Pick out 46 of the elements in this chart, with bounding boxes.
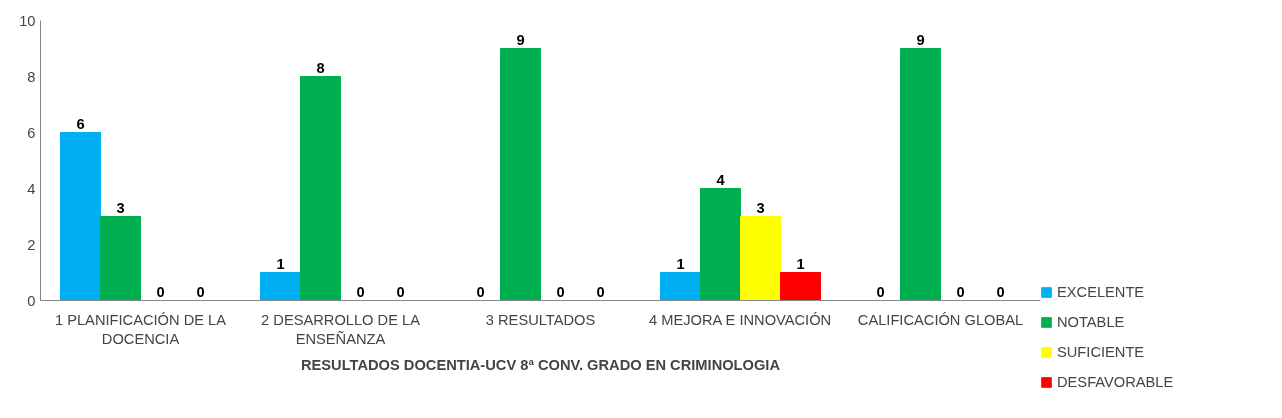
data-label: 0	[596, 283, 605, 300]
data-label: 8	[316, 59, 325, 76]
bar	[700, 188, 741, 301]
data-label: 0	[156, 283, 165, 300]
bar	[500, 48, 541, 301]
text: RESULTADOS DOCENTIA-UCV 8ª CONV. GRADO EN CRIMINOLOGIA	[300, 356, 781, 373]
x-tick-label: 3 RESULTADOS	[485, 311, 596, 328]
bar	[60, 132, 101, 301]
y-tick-label: 4	[27, 180, 36, 197]
data-label: 6	[76, 115, 85, 132]
data-label: 0	[476, 283, 485, 300]
x-tick-label: 4 MEJORA E INNOVACIÓN	[649, 311, 832, 328]
x-tick-label: 1 PLANIFICACIÓN DE LA DOCENCIA	[54, 311, 227, 347]
data-label: 3	[756, 199, 765, 216]
bar	[740, 216, 781, 301]
legend-label: EXCELENTE	[1057, 284, 1145, 300]
data-label: 1	[796, 255, 805, 272]
y-tick-label: 10	[19, 12, 36, 29]
y-tick-label: 0	[27, 292, 36, 309]
legend-label: SUFICIENTE	[1057, 344, 1145, 360]
data-label: 9	[516, 31, 525, 48]
legend-label: DESFAVORABLE	[1057, 374, 1174, 390]
bar	[900, 48, 941, 301]
legend-label: NOTABLE	[1057, 314, 1125, 330]
data-label: 0	[956, 283, 965, 300]
y-tick-label: 2	[27, 236, 36, 253]
y-tick-label: 6	[27, 124, 36, 141]
data-label: 0	[996, 283, 1005, 300]
bar	[300, 76, 341, 301]
data-label: 0	[396, 283, 405, 300]
y-tick-label: 8	[27, 68, 36, 85]
bar	[780, 272, 821, 301]
data-label: 9	[916, 31, 925, 48]
x-tick-label: 2 DESARROLLO DE LA ENSEÑANZA	[261, 311, 421, 347]
data-label: 3	[116, 199, 125, 216]
bar	[260, 272, 301, 301]
data-label: 0	[556, 283, 565, 300]
data-label: 1	[276, 255, 285, 272]
data-label: 0	[876, 283, 885, 300]
bar	[660, 272, 701, 301]
data-label: 0	[356, 283, 365, 300]
data-label: 1	[676, 255, 685, 272]
x-tick-label: CALIFICACIÓN GLOBAL	[857, 311, 1024, 328]
data-label: 4	[716, 171, 726, 188]
bar	[100, 216, 141, 301]
data-label: 0	[196, 283, 205, 300]
